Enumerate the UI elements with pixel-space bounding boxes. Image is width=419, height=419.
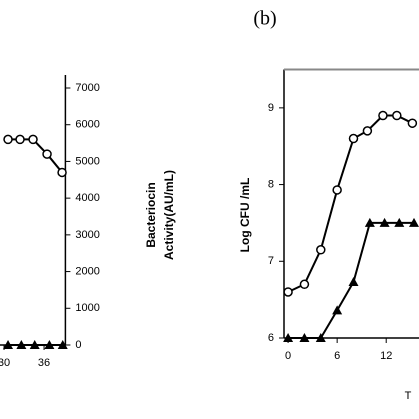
x-tick-label: 12 xyxy=(380,350,392,362)
point xyxy=(28,134,38,145)
point xyxy=(409,217,419,227)
y-tick-label: 3000 xyxy=(75,229,99,241)
y-tick-label: 6000 xyxy=(75,119,99,131)
point xyxy=(29,340,40,349)
point xyxy=(379,217,390,227)
point xyxy=(16,340,27,349)
point xyxy=(332,305,343,315)
y-axis-label: Log CFU /mL xyxy=(238,178,252,253)
point xyxy=(299,333,310,342)
point xyxy=(57,167,67,178)
point xyxy=(3,340,14,349)
y-tick-label: 6 xyxy=(268,332,274,344)
y-tick-label: 1000 xyxy=(75,302,99,314)
point xyxy=(378,110,388,121)
y-tick-label: 2000 xyxy=(75,265,99,277)
series-line xyxy=(8,138,63,174)
point xyxy=(3,134,13,145)
chart-title: (b) xyxy=(253,8,276,30)
x-tick-label: 36 xyxy=(38,357,50,369)
point xyxy=(332,185,342,195)
y-tick-label: 8 xyxy=(268,178,274,190)
point xyxy=(315,333,326,342)
y-tick-label: 0 xyxy=(75,339,81,351)
point xyxy=(316,245,326,255)
y-tick-label: 9 xyxy=(268,102,274,114)
x-axis-label: T xyxy=(405,390,412,402)
point xyxy=(299,279,310,290)
point xyxy=(283,287,293,297)
x-tick-label: 6 xyxy=(334,350,340,362)
x-tick-label: 0 xyxy=(285,350,291,362)
y-tick-label: 4000 xyxy=(75,192,99,204)
point xyxy=(348,276,359,286)
point xyxy=(15,134,25,145)
point xyxy=(348,133,359,144)
point xyxy=(283,333,294,342)
point xyxy=(362,126,373,136)
point xyxy=(407,118,418,128)
y-tick-label: 5000 xyxy=(75,155,99,167)
point xyxy=(44,340,55,349)
point xyxy=(57,340,68,349)
y-axis-label: Activity(AU/mL) xyxy=(162,170,176,260)
y-axis-label: Bacteriocin xyxy=(144,182,158,247)
series-line xyxy=(287,114,413,293)
x-tick-label: 30 xyxy=(0,357,10,369)
point xyxy=(364,217,375,227)
point xyxy=(392,110,402,121)
y-tick-label: 7000 xyxy=(75,82,99,94)
point xyxy=(394,217,405,227)
y-tick-label: 7 xyxy=(268,255,274,267)
point xyxy=(42,149,52,159)
